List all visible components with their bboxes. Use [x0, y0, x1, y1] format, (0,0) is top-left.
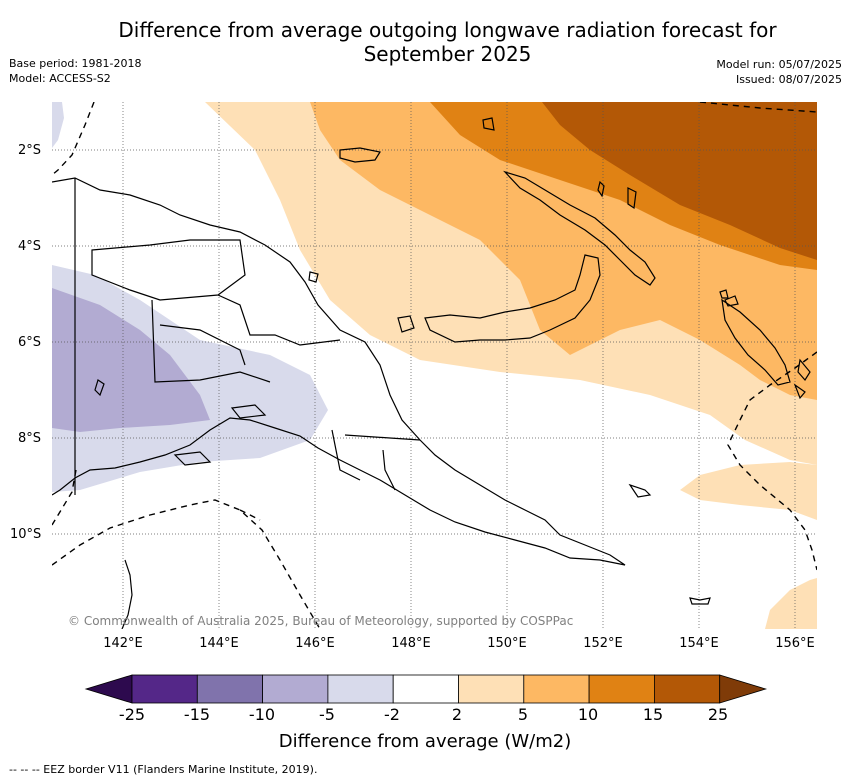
lon-label-148e: 148°E: [391, 636, 431, 651]
colorbar-box-7: [523, 674, 590, 704]
cb-label-5: 2: [451, 705, 463, 724]
map-title: Difference from average outgoing longwav…: [90, 18, 805, 66]
colorbar-box-8: [588, 674, 655, 704]
lat-label-8s: 8°S: [18, 431, 42, 446]
cb-label-0: -25: [118, 705, 146, 724]
colorbar: [84, 674, 768, 704]
fill-15-to-25: [542, 102, 817, 260]
eez-footnote: -- -- -- EEZ border V11 (Flanders Marine…: [9, 763, 318, 776]
lon-label-152e: 152°E: [583, 636, 623, 651]
lat-label-10s: 10°S: [10, 527, 42, 542]
lon-label-156e: 156°E: [775, 636, 815, 651]
lat-label-4s: 4°S: [18, 239, 42, 254]
colorbar-box-5: [392, 674, 459, 704]
cb-label-7: 10: [577, 705, 599, 724]
colorbar-box-4: [327, 674, 394, 704]
model-name: Model: ACCESS-S2: [9, 72, 111, 85]
lat-label-6s: 6°S: [18, 335, 42, 350]
eez-borders: [52, 102, 817, 629]
title-line-1: Difference from average outgoing longwav…: [118, 18, 777, 42]
colorbar-extend-high: [719, 674, 768, 704]
lon-label-150e: 150°E: [487, 636, 527, 651]
cb-label-2: -10: [248, 705, 276, 724]
fill-minus-5-to-minus-10: [52, 288, 210, 432]
cb-label-6: 5: [517, 705, 529, 724]
lon-label-142e: 142°E: [103, 636, 143, 651]
colorbar-box-3: [262, 674, 329, 704]
colorbar-extend-low: [84, 674, 133, 704]
base-period: Base period: 1981-2018: [9, 57, 142, 70]
title-line-2: September 2025: [363, 42, 532, 66]
cb-label-9: 25: [707, 705, 729, 724]
copyright-text: © Commonwealth of Australia 2025, Bureau…: [68, 614, 574, 628]
meta-right: Model run: 05/07/2025 Issued: 08/07/2025: [716, 57, 842, 87]
cb-label-4: -2: [384, 705, 400, 724]
cb-label-1: -15: [183, 705, 211, 724]
model-run: Model run: 05/07/2025: [716, 58, 842, 71]
colorbar-box-2: [196, 674, 264, 704]
colorbar-box-6: [458, 674, 525, 704]
cb-label-3: -5: [319, 705, 335, 724]
meta-left: Base period: 1981-2018 Model: ACCESS-S2: [9, 56, 141, 86]
colorbar-title: Difference from average (W/m2): [278, 731, 572, 752]
colorbar-box-1: [131, 674, 198, 704]
lon-label-154e: 154°E: [679, 636, 719, 651]
lon-label-146e: 146°E: [295, 636, 335, 651]
colorbar-box-9: [654, 674, 721, 704]
cb-label-8: 15: [642, 705, 664, 724]
issued-date: Issued: 08/07/2025: [735, 73, 842, 86]
lat-label-2s: 2°S: [18, 143, 42, 158]
coastlines: [52, 117, 811, 629]
anomaly-fills: [52, 102, 817, 629]
fill-east-2-to-5: [680, 462, 817, 520]
lon-label-144e: 144°E: [199, 636, 239, 651]
